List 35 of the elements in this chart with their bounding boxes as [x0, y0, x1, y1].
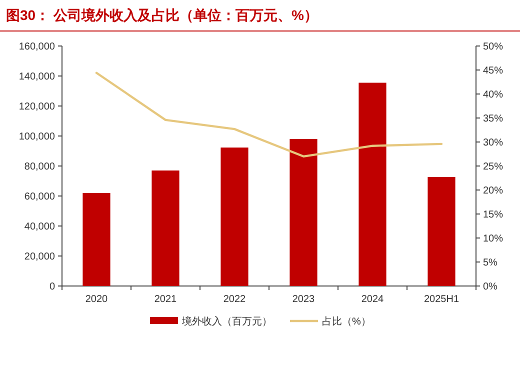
bar: [428, 176, 456, 286]
y-tick-label: 20,000: [24, 252, 56, 262]
y-tick-label: 100,000: [18, 132, 56, 142]
y2-tick-label: 30%: [483, 138, 504, 148]
y-tick-label: 120,000: [18, 102, 56, 112]
y-tick-label: 140,000: [18, 72, 56, 82]
x-tick-label: 2020: [85, 294, 108, 305]
y-tick-label: 80,000: [24, 162, 56, 172]
y2-tick-label: 20%: [483, 186, 504, 196]
x-tick-label: 2024: [361, 294, 384, 305]
y2-tick-label: 40%: [483, 90, 504, 100]
y-tick-label: 160,000: [18, 42, 56, 52]
x-tick-label: 2021: [154, 294, 178, 305]
bar: [220, 148, 248, 286]
y2-tick-label: 25%: [483, 162, 504, 172]
y-tick-label: 0: [49, 282, 56, 292]
legend-label: 占比（%）: [322, 316, 371, 328]
x-tick-label: 2022: [223, 294, 246, 305]
chart-title: 图30： 公司境外收入及占比（单位：百万元、%）: [6, 7, 318, 23]
y-tick-label: 60,000: [24, 192, 56, 202]
legend-label: 境外收入（百万元）: [181, 316, 272, 328]
y2-tick-label: 45%: [483, 66, 504, 76]
y2-tick-label: 15%: [483, 210, 504, 220]
x-tick-label: 2023: [292, 294, 316, 305]
bar: [82, 193, 110, 286]
bar: [152, 170, 180, 286]
y2-tick-label: 0%: [483, 282, 498, 292]
x-tick-label: 2025H1: [424, 294, 460, 305]
y-tick-label: 40,000: [24, 222, 56, 232]
y2-tick-label: 50%: [483, 42, 504, 52]
y2-tick-label: 10%: [483, 234, 504, 244]
bar: [358, 82, 386, 286]
y2-tick-label: 5%: [483, 258, 498, 268]
bar: [290, 139, 318, 286]
y2-tick-label: 35%: [483, 114, 504, 124]
